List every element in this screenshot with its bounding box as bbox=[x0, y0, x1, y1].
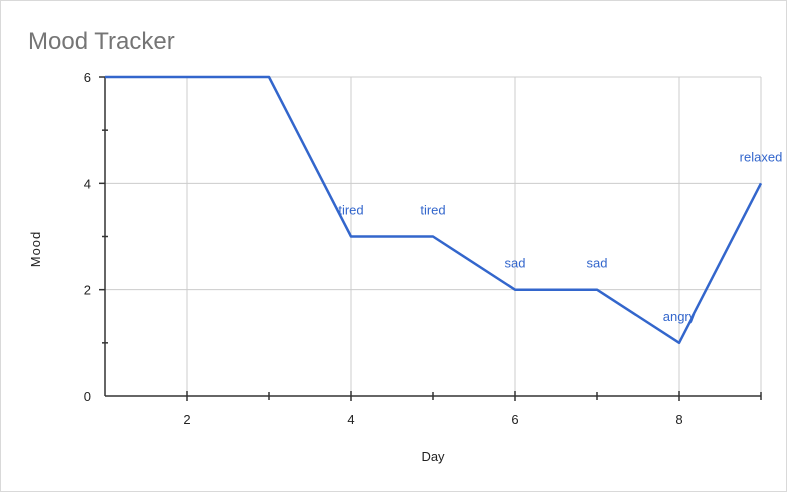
data-point bbox=[595, 288, 599, 292]
data-label: angry bbox=[663, 309, 696, 324]
data-point bbox=[677, 341, 681, 345]
chart-title: Mood Tracker bbox=[28, 28, 175, 55]
series-layer bbox=[103, 75, 763, 345]
x-tick-label: 8 bbox=[675, 412, 682, 427]
x-axis-title: Day bbox=[421, 449, 445, 464]
mood-series-line bbox=[105, 75, 763, 345]
data-point bbox=[759, 181, 763, 185]
data-labels: tired tired sad sad angry relaxed bbox=[338, 149, 782, 324]
data-point bbox=[513, 288, 517, 292]
x-tick-label: 4 bbox=[347, 412, 354, 427]
data-label: tired bbox=[420, 203, 445, 218]
data-point bbox=[267, 75, 271, 79]
x-tick-label: 2 bbox=[183, 412, 190, 427]
data-label: sad bbox=[587, 256, 608, 271]
data-point bbox=[103, 75, 107, 79]
y-tick-label: 0 bbox=[84, 389, 91, 404]
axes bbox=[99, 76, 762, 401]
x-tick-label: 6 bbox=[511, 412, 518, 427]
y-axis-title: Mood bbox=[28, 231, 43, 268]
y-tick-label: 2 bbox=[84, 283, 91, 298]
y-tick-label: 4 bbox=[84, 176, 91, 191]
data-label: relaxed bbox=[740, 149, 783, 164]
y-tick-label: 6 bbox=[84, 70, 91, 85]
data-label: tired bbox=[338, 203, 363, 218]
data-label: sad bbox=[505, 256, 526, 271]
tick-labels: 2 4 6 8 0 2 4 6 bbox=[84, 70, 683, 427]
data-point bbox=[431, 235, 435, 239]
data-point bbox=[349, 235, 353, 239]
grid-lines bbox=[105, 76, 762, 396]
data-point bbox=[185, 75, 189, 79]
